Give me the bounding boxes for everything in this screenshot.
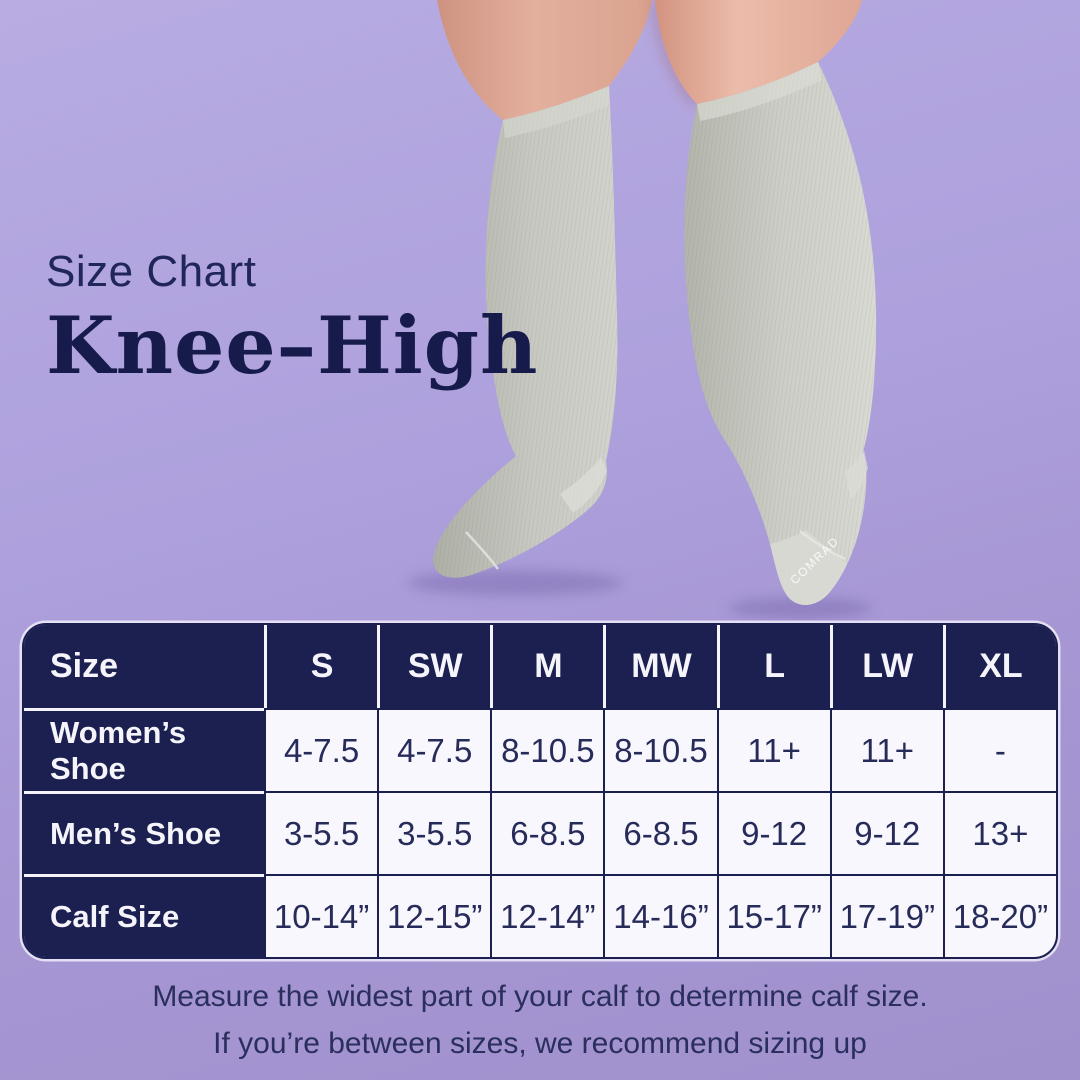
table-cell: 4-7.5 xyxy=(377,708,491,791)
table-cell: 6-8.5 xyxy=(603,791,717,874)
front-leg: COMRAD xyxy=(651,0,877,605)
row-label-womens-shoe: Women’s Shoe xyxy=(24,708,264,791)
back-thigh-skin xyxy=(437,0,652,120)
table-cell: 4-7.5 xyxy=(264,708,378,791)
back-sock-toe-seam xyxy=(465,531,500,570)
front-sock-instep-seam xyxy=(799,530,846,561)
table-cell: 8-10.5 xyxy=(603,708,717,791)
table-header-sw: SW xyxy=(377,625,491,708)
table-header-s: S xyxy=(264,625,378,708)
table-cell: 8-10.5 xyxy=(490,708,604,791)
title-block: Size Chart Knee–High xyxy=(46,247,539,393)
front-thigh-skin xyxy=(655,0,862,104)
front-sock-heel-patch xyxy=(845,450,868,500)
table-header-mw: MW xyxy=(603,625,717,708)
left-foot-shadow xyxy=(407,570,623,596)
table-cell: - xyxy=(942,708,1056,791)
table-cell: 9-12 xyxy=(716,791,830,874)
measurement-note-line2: If you’re between sizes, we recommend si… xyxy=(213,1026,867,1060)
table-header-m: M xyxy=(490,625,604,708)
table-cell: 15-17” xyxy=(716,874,830,957)
back-sock-heel-patch xyxy=(560,457,607,513)
legs-photo: COMRAD xyxy=(407,0,877,619)
back-sock-ribbing xyxy=(433,86,618,578)
table-cell: 12-15” xyxy=(377,874,491,957)
page-title: Knee–High xyxy=(46,299,539,393)
table-header-l: L xyxy=(716,625,830,708)
row-label-calf-size: Calf Size xyxy=(24,874,264,957)
eyebrow-title: Size Chart xyxy=(46,247,257,296)
front-sock-ribbing xyxy=(684,62,877,605)
table-cell: 11+ xyxy=(716,708,830,791)
row-label-mens-shoe: Men’s Shoe xyxy=(24,791,264,874)
table-cell: 11+ xyxy=(829,708,943,791)
back-sock-cuff xyxy=(503,86,610,138)
table-cell: 6-8.5 xyxy=(490,791,604,874)
front-sock-cuff xyxy=(697,62,822,121)
table-cell: 14-16” xyxy=(603,874,717,957)
table-header-xl: XL xyxy=(942,625,1056,708)
table-cell: 3-5.5 xyxy=(377,791,491,874)
table-cell: 10-14” xyxy=(264,874,378,957)
back-leg xyxy=(433,0,652,578)
table-cell: 17-19” xyxy=(829,874,943,957)
table-cell: 3-5.5 xyxy=(264,791,378,874)
size-chart-table: Size S SW M MW L LW XL Women’s Shoe 4-7.… xyxy=(22,623,1058,959)
table-header-size: Size xyxy=(24,625,264,708)
table-cell: 18-20” xyxy=(942,874,1056,957)
measurement-note: Measure the widest part of your calf to … xyxy=(0,974,1080,1067)
table-header-lw: LW xyxy=(829,625,943,708)
measurement-note-line1: Measure the widest part of your calf to … xyxy=(152,980,928,1013)
table-cell: 9-12 xyxy=(829,791,943,874)
table-cell: 12-14” xyxy=(490,874,604,957)
right-foot-shadow xyxy=(728,597,872,619)
table-cell: 13+ xyxy=(942,791,1056,874)
